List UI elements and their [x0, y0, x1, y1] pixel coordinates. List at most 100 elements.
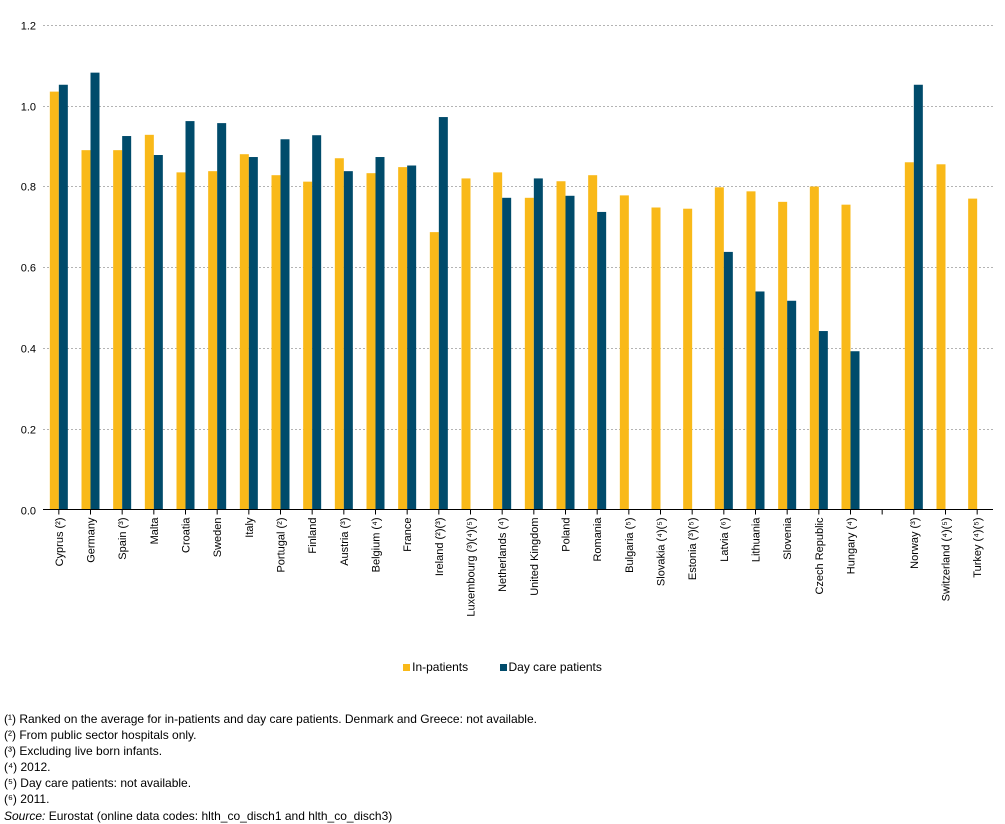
legend-item-in-patients: In-patients	[403, 660, 468, 674]
x-tick-label: Czech Republic	[814, 517, 826, 595]
bar-day-care-patients	[787, 300, 797, 510]
bar-day-care-patients	[533, 178, 543, 510]
bar-in-patients	[809, 186, 819, 510]
x-tick-label: Norway (³)	[909, 518, 921, 569]
bar-in-patients	[841, 204, 851, 510]
y-tick-label: 1.0	[21, 102, 36, 114]
y-tick-label: 0.8	[21, 182, 36, 194]
legend-swatch-in-patients	[403, 664, 411, 672]
footnote-1: (¹) Ranked on the average for in-patient…	[4, 712, 537, 726]
bar-in-patients	[746, 191, 756, 510]
bar-day-care-patients	[248, 157, 258, 510]
bar-in-patients	[208, 171, 218, 510]
bar-in-patients	[271, 175, 281, 510]
bar-in-patients	[904, 162, 914, 510]
bar-day-care-patients	[723, 251, 733, 510]
bar-day-care-patients	[375, 157, 385, 510]
x-tick-label: United Kingdom	[529, 518, 541, 596]
bar-in-patients	[556, 181, 566, 510]
x-tick-label: Slovenia	[782, 517, 794, 560]
y-tick-label: 0.0	[21, 506, 36, 518]
footnote-2: (²) From public sector hospitals only.	[4, 728, 197, 743]
y-tick-label: 0.4	[21, 344, 36, 356]
footnotes: (¹) Ranked on the average for in-patient…	[4, 711, 537, 824]
bar-chart: 0.0 0.2 0.4 0.6 0.8 1.0 1.2 Cyprus (²) Germany S…	[21, 21, 993, 617]
bar-day-care-patients	[850, 351, 860, 510]
bar-day-care-patients	[913, 84, 923, 510]
footnote-5: (⁵) Day care patients: not available.	[4, 776, 192, 791]
bar-in-patients	[239, 154, 249, 510]
x-axis-ticks: Cyprus (²) Germany Spain (³) Malta Croatia Sw…	[54, 509, 984, 617]
x-tick-label: Poland	[561, 518, 573, 552]
legend: In-patients Day care patients	[0, 659, 1005, 674]
x-tick-label: Italy	[244, 517, 256, 538]
x-tick-label: Luxembourg (³)(⁴)(⁵)	[466, 518, 478, 617]
bar-in-patients	[398, 167, 408, 510]
bar-in-patients	[968, 198, 978, 510]
bar-day-care-patients	[217, 123, 227, 510]
bar-in-patients	[176, 172, 186, 510]
x-tick-label: Netherlands (⁴)	[497, 518, 509, 592]
x-tick-label: Finland	[307, 518, 319, 554]
footnote-3: (³) Excluding live born infants.	[4, 744, 163, 759]
bar-in-patients	[936, 164, 946, 510]
x-tick-label: Turkey (⁴)(⁵)	[972, 518, 984, 578]
bar-day-care-patients	[280, 139, 290, 510]
x-tick-label: Cyprus (²)	[54, 518, 66, 567]
x-tick-label: Sweden	[212, 518, 224, 558]
bar-in-patients	[113, 150, 123, 510]
bar-day-care-patients	[597, 211, 607, 510]
x-tick-label: Austria (³)	[339, 518, 351, 566]
y-axis-ticks: 0.0 0.2 0.4 0.6 0.8 1.0 1.2	[21, 21, 36, 518]
bar-in-patients	[493, 172, 503, 510]
bar-day-care-patients	[818, 331, 828, 510]
bar-day-care-patients	[565, 195, 575, 510]
x-tick-label: Bulgaria (⁵)	[624, 518, 636, 573]
bar-in-patients	[144, 134, 154, 510]
bar-in-patients	[524, 197, 534, 510]
bar-day-care-patients	[312, 135, 322, 510]
bar-in-patients	[714, 187, 724, 510]
bar-in-patients	[619, 195, 629, 510]
x-tick-label: Slovakia (⁴)(⁵)	[656, 518, 668, 587]
bar-day-care-patients	[58, 84, 68, 510]
bar-in-patients	[49, 91, 59, 510]
x-tick-label: Spain (³)	[117, 518, 129, 560]
x-tick-label: Romania	[592, 517, 604, 562]
bar-day-care-patients	[343, 171, 353, 510]
bar-day-care-patients	[502, 197, 512, 510]
source-label: Source:	[4, 808, 46, 823]
y-tick-label: 1.2	[21, 21, 36, 33]
y-tick-label: 0.6	[21, 263, 36, 275]
x-tick-label: Switzerland (⁴)(⁵)	[941, 518, 953, 602]
x-tick-label: Lithuania	[751, 517, 763, 563]
x-tick-label: Portugal (²)	[276, 518, 288, 573]
bar-in-patients	[461, 178, 471, 510]
bar-day-care-patients	[407, 165, 417, 510]
x-tick-label: Hungary (⁴)	[846, 518, 858, 575]
bar-in-patients	[303, 181, 313, 510]
bar-day-care-patients	[153, 155, 163, 510]
x-tick-label: Croatia	[181, 517, 193, 553]
bar-day-care-patients	[122, 136, 132, 510]
bar-in-patients	[334, 158, 344, 510]
footnote-6: (⁶) 2011.	[4, 792, 50, 807]
bar-day-care-patients	[438, 117, 448, 510]
bar-in-patients	[366, 173, 376, 510]
bar-in-patients	[778, 201, 788, 510]
legend-swatch-day-care-patients	[499, 664, 507, 672]
bar-day-care-patients	[90, 72, 100, 510]
footnote-4: (⁴) 2012.	[4, 760, 51, 775]
bar-in-patients	[588, 175, 598, 510]
legend-item-day-care-patients: Day care patients	[499, 659, 602, 674]
x-tick-label: Belgium (⁴)	[371, 518, 383, 573]
x-tick-label: France	[402, 518, 414, 552]
x-tick-label: Germany	[86, 517, 98, 563]
source-line: Source: Eurostat (online data codes: hlt…	[4, 808, 537, 824]
x-tick-label: Ireland (²)(³)	[434, 518, 446, 577]
x-tick-label: Estonia (³)(⁵)	[687, 518, 699, 581]
source-text: Eurostat (online data codes: hlth_co_dis…	[45, 808, 393, 823]
legend-label-day-care-patients: Day care patients	[508, 659, 602, 674]
bar-day-care-patients	[185, 121, 195, 510]
bar-in-patients	[81, 150, 91, 510]
